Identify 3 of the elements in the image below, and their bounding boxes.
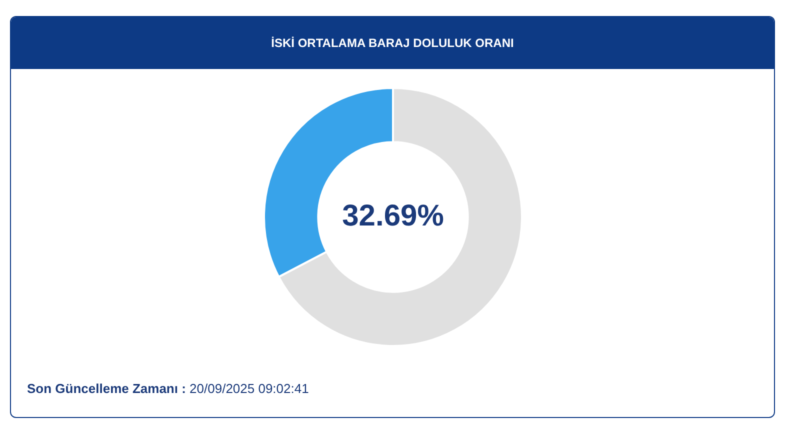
data-label: 32.69%	[342, 199, 444, 232]
text: Son Güncelleme Zamanı : 20/09/2025 09:02:41	[27, 381, 309, 396]
chart-title: İSKİ ORTALAMA BARAJ DOLULUK ORANI	[271, 36, 514, 50]
